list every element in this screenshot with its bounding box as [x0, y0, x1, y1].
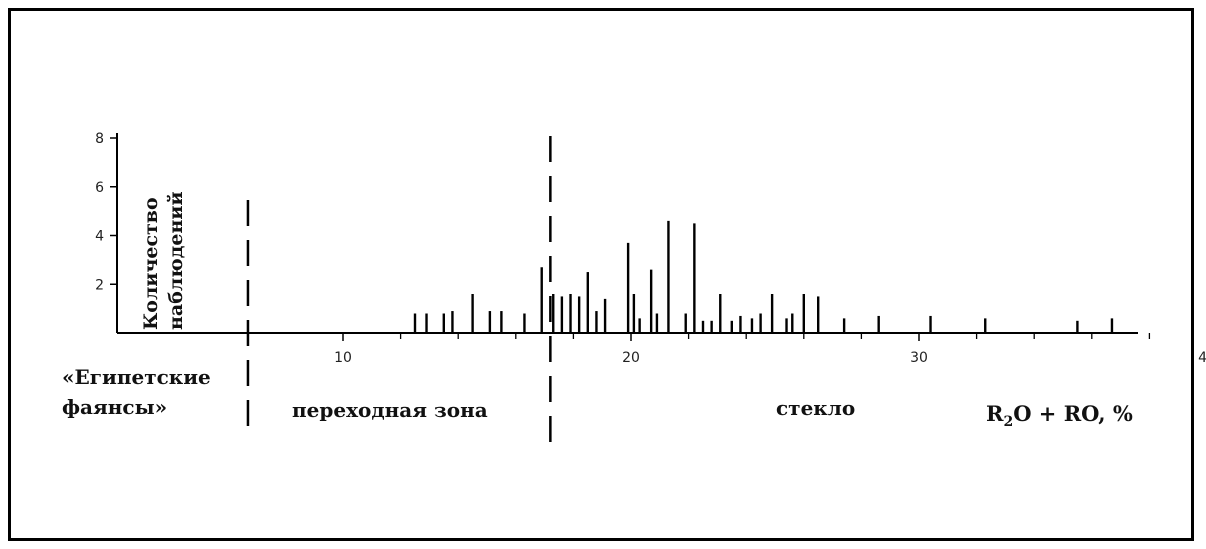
ticks: 10 20 30 40 2 4 6 8: [95, 131, 1206, 366]
y-tick-label: 6: [95, 180, 104, 196]
y-axis-label-line-1: Количество: [140, 197, 162, 330]
y-tick-label: 8: [95, 131, 104, 147]
x-axis-label-r: R: [986, 401, 1004, 426]
x-tick-label: 20: [622, 350, 640, 366]
chart-frame: [8, 8, 1194, 541]
y-tick-label: 2: [95, 277, 104, 293]
x-tick-label: 40: [1198, 350, 1206, 366]
y-axis-label-line-2: наблюдений: [165, 191, 187, 330]
axes: [116, 133, 1138, 334]
x-tick-label: 10: [334, 350, 352, 366]
x-axis-label: R2O + RO, %: [986, 401, 1133, 430]
bars: [413, 220, 1114, 333]
x-axis-label-rest: O + RO, %: [1013, 401, 1133, 426]
zone-label-faience-line-1: «Египетские: [62, 365, 211, 389]
x-axis-label-subscript: 2: [1003, 414, 1013, 430]
zone-label-transition: переходная зона: [292, 398, 488, 422]
zone-boundaries: [246, 136, 552, 452]
zone-label-glass: стекло: [776, 396, 855, 420]
x-tick-label: 30: [910, 350, 928, 366]
y-tick-label: 4: [95, 229, 104, 245]
zone-label-faience-line-2: фаянсы»: [62, 395, 167, 419]
